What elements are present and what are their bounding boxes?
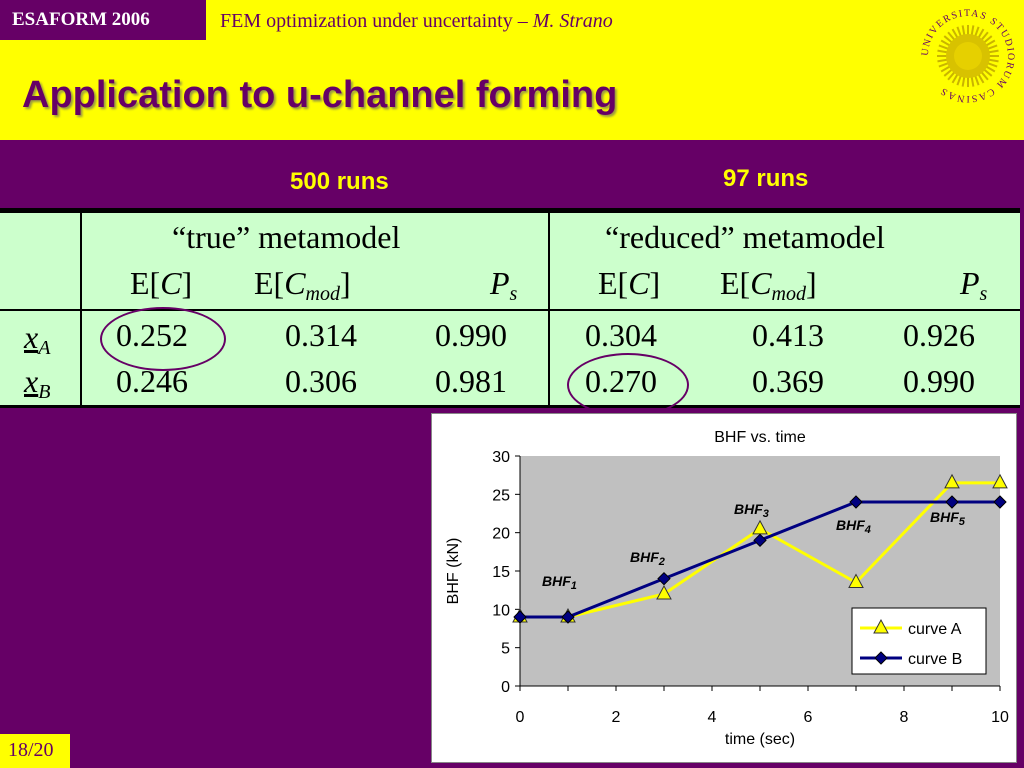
chart-legend: curve A curve B xyxy=(851,607,987,675)
slide-title: Application to u-channel forming xyxy=(22,74,618,116)
runs-500-label: 500 runs xyxy=(290,168,389,195)
y-tick-label: 10 xyxy=(492,602,510,619)
y-tick-label: 30 xyxy=(492,449,510,466)
table-cell: 0.413 xyxy=(752,317,824,353)
chart-canvas: BHF vs. time 0 5 10 15 20 25 30 0 2 4 6 8 10 time (sec… xyxy=(445,429,1009,748)
curve-b-marker xyxy=(874,651,888,665)
x-tick-label: 0 xyxy=(516,709,525,726)
university-seal-logo: UNIVERSITAS STUDIORUM CASINAS xyxy=(920,8,1015,104)
y-axis-label: BHF (kN) xyxy=(445,538,462,605)
conference-badge: ESAFORM 2006 xyxy=(0,0,206,40)
curve-b-marker xyxy=(753,533,767,548)
bhf-annotation: BHF2 xyxy=(630,549,665,568)
y-tick-label: 25 xyxy=(492,487,510,504)
curve-a-marker xyxy=(992,473,1008,489)
table-cell: 0.990 xyxy=(903,363,975,399)
x-tick-label: 10 xyxy=(991,709,1009,726)
curve-a-marker xyxy=(873,618,889,634)
table-cell: 0.314 xyxy=(285,317,357,353)
bhf-annotation: BHF4 xyxy=(836,517,871,536)
x-tick-label: 6 xyxy=(804,709,813,726)
header-ps: Ps xyxy=(960,265,988,305)
curve-b-marker xyxy=(513,610,527,624)
chart-title: BHF vs. time xyxy=(714,429,806,446)
curve-a-marker xyxy=(848,573,864,588)
row-label-xb: xB xyxy=(24,363,51,403)
row-label-xa: xA xyxy=(24,319,51,359)
table-cell: 0.926 xyxy=(903,317,975,353)
x-tick-label: 2 xyxy=(612,709,621,726)
x-axis-label: time (sec) xyxy=(725,731,795,748)
slide-number: 18/20 xyxy=(0,734,70,768)
y-tick-label: 5 xyxy=(501,641,510,658)
running-title-text: FEM optimization under uncertainty – xyxy=(220,10,533,32)
bhf-chart: BHF vs. time 0 5 10 15 20 25 30 0 2 4 6 8 10 time (sec… xyxy=(431,413,1017,763)
y-tick-label: 0 xyxy=(501,679,510,696)
y-tick-label: 15 xyxy=(492,564,510,581)
legend-curve-b-label: curve B xyxy=(908,651,962,668)
table-divider xyxy=(0,309,1020,311)
results-table: “true” metamodel “reduced” metamodel E[C… xyxy=(0,208,1020,417)
curve-b-marker xyxy=(945,495,959,509)
header-e-c: E[C] xyxy=(130,265,193,301)
curve-b-marker xyxy=(657,571,671,586)
legend-box xyxy=(851,607,987,675)
bhf-annotation: BHF1 xyxy=(542,573,577,592)
curve-b-marker xyxy=(561,610,575,624)
slide-header: ESAFORM 2006 FEM optimization under unce… xyxy=(0,0,1024,140)
y-tick-label: 20 xyxy=(492,526,510,543)
group-true-header: “true” metamodel xyxy=(172,219,401,255)
curve-a-marker xyxy=(944,473,960,489)
header-e-cmod: E[Cmod] xyxy=(720,265,817,305)
curve-b-marker xyxy=(849,495,863,509)
header-ps: Ps xyxy=(490,265,518,305)
curve-a-marker xyxy=(656,584,672,600)
table-cell: 0.990 xyxy=(435,317,507,353)
author-name: M. Strano xyxy=(532,10,613,32)
legend-curve-a-label: curve A xyxy=(908,621,962,638)
highlight-circle xyxy=(567,353,689,417)
table-cell: 0.369 xyxy=(752,363,824,399)
bhf-annotation: BHF3 xyxy=(734,501,769,520)
header-e-cmod: E[Cmod] xyxy=(254,265,351,305)
table-cell: 0.981 xyxy=(435,363,507,399)
table-cell: 0.304 xyxy=(585,317,657,353)
curve-b-marker xyxy=(993,495,1007,509)
header-e-c: E[C] xyxy=(598,265,661,301)
table-cell: 0.306 xyxy=(285,363,357,399)
x-tick-label: 4 xyxy=(708,709,717,726)
running-title: FEM optimization under uncertainty – M. … xyxy=(220,10,613,33)
runs-97-label: 97 runs xyxy=(723,165,809,192)
highlight-circle xyxy=(100,307,226,371)
x-tick-label: 8 xyxy=(900,709,909,726)
group-reduced-header: “reduced” metamodel xyxy=(605,219,885,255)
bhf-annotation: BHF5 xyxy=(930,509,966,528)
